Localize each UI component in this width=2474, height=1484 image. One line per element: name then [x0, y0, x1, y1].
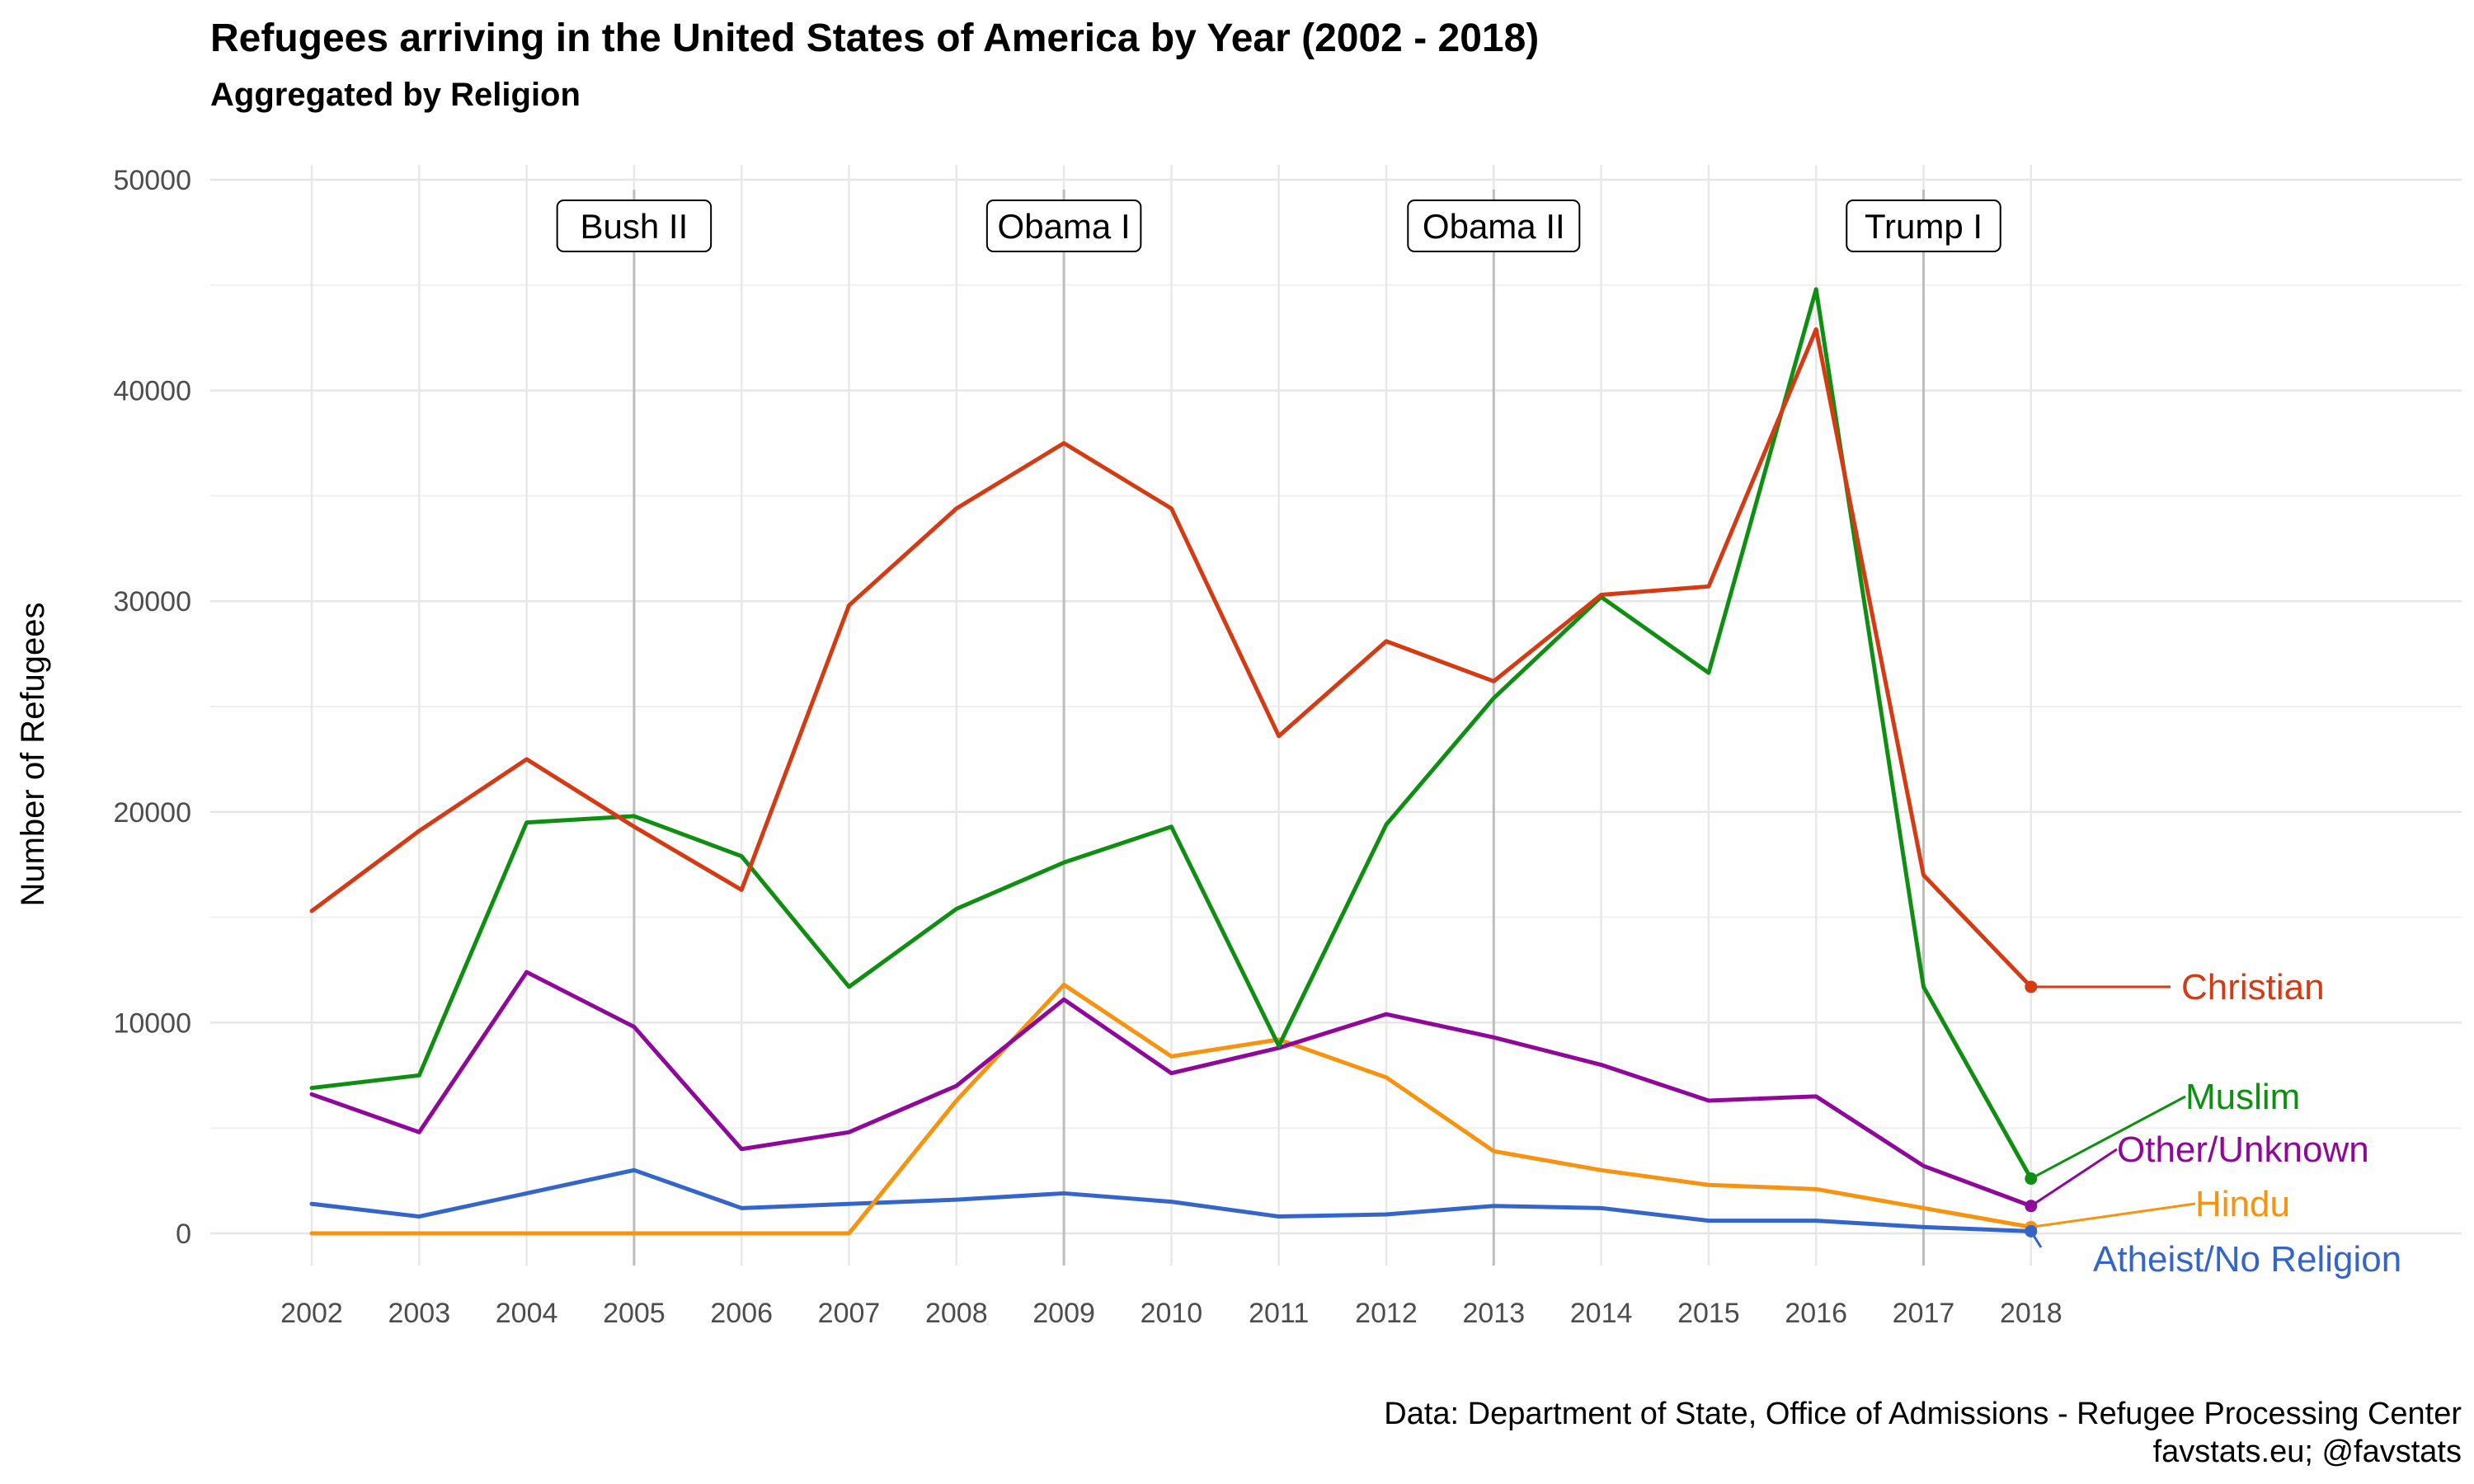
- x-tick-label: 2013: [1462, 1298, 1525, 1329]
- era-label-box: [1407, 200, 1581, 252]
- x-tick-label: 2002: [280, 1298, 343, 1329]
- x-tick-label: 2018: [2000, 1298, 2062, 1329]
- x-tick-label: 2010: [1141, 1298, 1203, 1329]
- y-tick-label: 20000: [113, 797, 191, 829]
- x-tick-label: 2015: [1677, 1298, 1740, 1329]
- series-label: Other/Unknown: [2117, 1129, 2369, 1170]
- x-tick-label: 2014: [1570, 1298, 1633, 1329]
- end-point: [2025, 1224, 2038, 1237]
- caption-handle: favstats.eu; @favstats: [2153, 1435, 2462, 1469]
- era-label: Trump I: [1865, 207, 1982, 246]
- y-tick-label: 50000: [113, 165, 191, 196]
- label-leader-line: [2030, 1148, 2118, 1208]
- x-tick-label: 2003: [388, 1298, 450, 1329]
- era-label: Obama II: [1423, 207, 1565, 246]
- caption-source: Data: Department of State, Office of Adm…: [1384, 1397, 2462, 1431]
- label-leader-line: [2030, 1202, 2196, 1228]
- series-line-hindu: [309, 982, 2034, 1236]
- x-tick-label: 2006: [710, 1298, 773, 1329]
- series-label: Atheist/No Religion: [2093, 1239, 2401, 1280]
- plot-area: 0 10000 20000 30000 40000 50000 2002 2003 2004 20…: [113, 165, 2462, 1329]
- label-leader-line: [2030, 1095, 2186, 1180]
- y-tick-label: 40000: [113, 376, 191, 407]
- series-label: Hindu: [2195, 1184, 2290, 1224]
- y-tick-label: 0: [176, 1219, 191, 1250]
- end-point: [2025, 980, 2038, 993]
- y-tick-label: 30000: [113, 586, 191, 618]
- era-label-box: [985, 200, 1142, 252]
- x-tick-label: 2004: [496, 1298, 558, 1329]
- x-tick-label: 2008: [925, 1298, 988, 1329]
- y-tick-label: 10000: [113, 1007, 191, 1039]
- era-label: Obama I: [998, 207, 1131, 246]
- x-tick-label: 2011: [1249, 1298, 1309, 1329]
- chart-title: Refugees arriving in the United States o…: [210, 16, 1539, 60]
- era-label: Bush II: [581, 207, 689, 246]
- era-label-box: [1846, 200, 2001, 252]
- series-line-muslim: [309, 287, 2034, 1181]
- series-label: Christian: [2181, 967, 2325, 1007]
- end-point: [2025, 1172, 2038, 1186]
- end-point: [2025, 1200, 2038, 1213]
- x-tick-label: 2005: [603, 1298, 666, 1329]
- series-line-christian: [309, 326, 2034, 989]
- series-line-other-unknown: [309, 970, 2034, 1209]
- series-label: Muslim: [2185, 1077, 2300, 1117]
- x-tick-label: 2012: [1355, 1298, 1418, 1329]
- x-tick-label: 2016: [1785, 1298, 1847, 1329]
- x-tick-label: 2007: [818, 1298, 881, 1329]
- y-axis-label: Number of Refugees: [15, 602, 51, 906]
- x-tick-label: 2009: [1032, 1298, 1095, 1329]
- chart-subtitle: Aggregated by Religion: [210, 77, 581, 113]
- x-tick-label: 2017: [1893, 1298, 1955, 1329]
- series-line-atheist-no-religion: [309, 1167, 2034, 1233]
- era-label-box: [556, 200, 713, 252]
